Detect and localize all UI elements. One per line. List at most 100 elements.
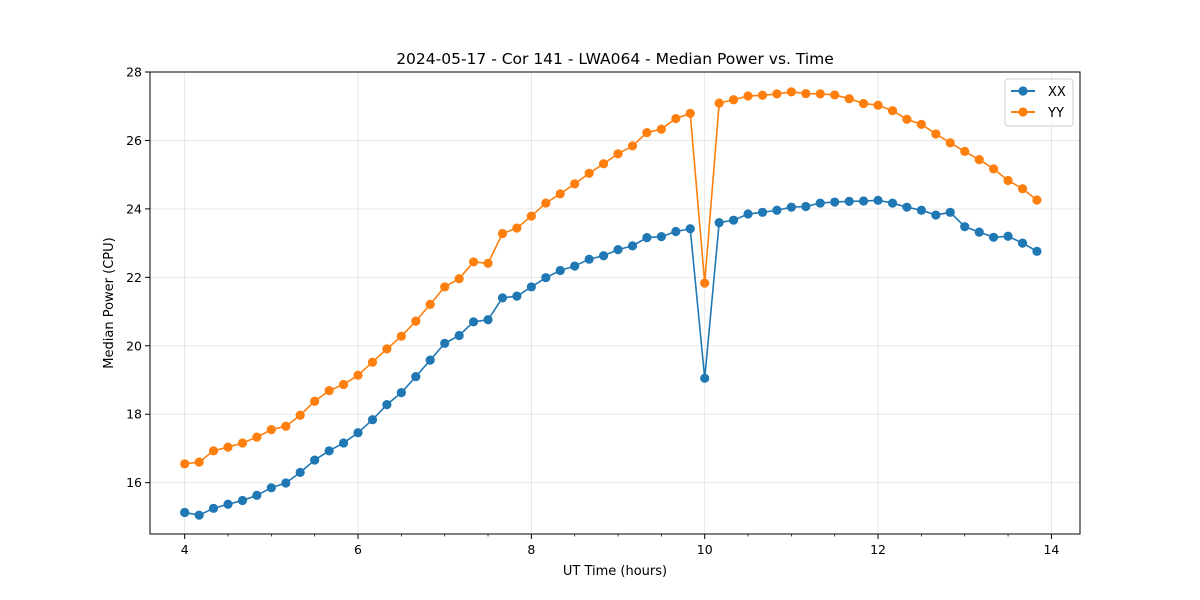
x-tick-label: 10 xyxy=(697,542,713,557)
data-point-yy xyxy=(353,370,363,380)
y-tick-label: 26 xyxy=(126,133,142,148)
data-point-xx xyxy=(237,495,248,506)
data-point-yy xyxy=(642,127,652,138)
data-point-xx xyxy=(858,196,869,206)
data-point-yy xyxy=(815,89,825,99)
data-point-yy xyxy=(194,457,204,467)
y-tick-label: 20 xyxy=(126,338,142,353)
data-point-xx xyxy=(830,197,840,207)
y-tick-label: 22 xyxy=(126,270,142,285)
data-point-yy xyxy=(180,459,190,469)
data-point-yy xyxy=(425,299,435,309)
data-point-yy xyxy=(237,438,248,448)
data-point-xx xyxy=(656,232,666,242)
data-point-yy xyxy=(974,155,984,165)
x-tick-label: 6 xyxy=(354,542,362,557)
data-point-xx xyxy=(757,207,768,217)
data-point-yy xyxy=(338,379,349,390)
x-tick-label: 12 xyxy=(870,542,886,557)
data-point-xx xyxy=(786,202,796,212)
y-tick-label: 16 xyxy=(126,475,142,490)
data-point-yy xyxy=(844,94,854,104)
data-point-xx xyxy=(584,254,594,264)
data-point-yy xyxy=(324,386,334,396)
data-point-yy xyxy=(411,316,421,326)
data-point-xx xyxy=(988,232,999,242)
data-point-xx xyxy=(194,510,204,520)
data-point-xx xyxy=(497,293,508,303)
data-point-yy xyxy=(916,119,926,129)
data-point-yy xyxy=(584,168,594,178)
data-point-yy xyxy=(1003,175,1013,186)
data-point-xx xyxy=(180,507,190,518)
data-point-xx xyxy=(902,202,912,212)
data-point-xx xyxy=(367,415,378,425)
data-point-xx xyxy=(844,196,854,206)
ticks: 4 6 8 10 12 14 16 18 20 22 24 26 28 xyxy=(126,65,1059,558)
data-point-yy xyxy=(931,129,941,139)
data-point-yy xyxy=(468,257,479,267)
data-point-xx xyxy=(916,205,926,215)
data-point-yy xyxy=(252,432,262,442)
data-point-yy xyxy=(830,90,840,100)
data-point-xx xyxy=(772,205,782,215)
data-point-xx xyxy=(252,490,262,500)
data-point-yy xyxy=(396,331,406,341)
data-point-xx xyxy=(598,251,609,261)
x-tick-label: 4 xyxy=(181,542,189,557)
data-point-xx xyxy=(483,315,493,325)
data-point-xx xyxy=(440,338,450,348)
data-point-yy xyxy=(454,274,464,284)
data-point-yy xyxy=(902,114,912,124)
data-point-xx xyxy=(642,233,652,243)
data-point-yy xyxy=(310,396,320,406)
data-point-xx xyxy=(801,201,811,212)
data-point-xx xyxy=(281,478,291,488)
data-point-yy xyxy=(945,138,955,148)
data-point-xx xyxy=(945,207,955,217)
data-point-xx xyxy=(613,245,623,255)
data-point-yy xyxy=(512,223,522,233)
data-point-yy xyxy=(887,106,898,116)
data-point-yy xyxy=(988,164,999,174)
data-point-yy xyxy=(714,98,724,108)
legend-xx-marker xyxy=(1018,86,1028,96)
data-point-xx xyxy=(454,330,464,341)
data-point-yy xyxy=(960,146,970,156)
data-point-xx xyxy=(570,261,580,271)
data-point-xx xyxy=(974,227,984,237)
data-point-yy xyxy=(772,89,782,99)
data-point-yy xyxy=(757,90,768,100)
series-layer xyxy=(180,87,1042,520)
data-point-xx xyxy=(396,388,406,398)
data-point-yy xyxy=(367,357,378,367)
y-tick-label: 28 xyxy=(126,65,142,80)
data-point-yy xyxy=(858,98,869,109)
data-point-yy xyxy=(656,124,666,134)
chart-title: 2024-05-17 - Cor 141 - LWA064 - Median P… xyxy=(396,50,834,68)
legend-yy-marker xyxy=(1018,107,1028,117)
data-point-yy xyxy=(743,91,753,101)
data-point-xx xyxy=(266,483,276,493)
data-point-yy xyxy=(382,344,392,354)
data-point-yy xyxy=(1032,195,1042,205)
data-point-yy xyxy=(555,189,565,199)
data-point-xx xyxy=(1032,246,1042,256)
data-point-xx xyxy=(1017,238,1028,248)
data-point-yy xyxy=(786,87,796,97)
data-point-yy xyxy=(627,141,638,151)
data-point-xx xyxy=(295,467,305,477)
data-point-xx xyxy=(541,273,551,283)
data-point-yy xyxy=(700,278,710,288)
data-point-xx xyxy=(714,217,724,228)
data-point-yy xyxy=(223,442,233,452)
data-point-yy xyxy=(526,211,536,221)
y-axis-label: Median Power (CPU) xyxy=(102,237,117,368)
data-point-yy xyxy=(295,410,305,420)
data-point-yy xyxy=(281,421,291,431)
data-point-xx xyxy=(526,282,536,292)
data-point-xx xyxy=(555,265,565,276)
data-point-xx xyxy=(960,222,970,232)
